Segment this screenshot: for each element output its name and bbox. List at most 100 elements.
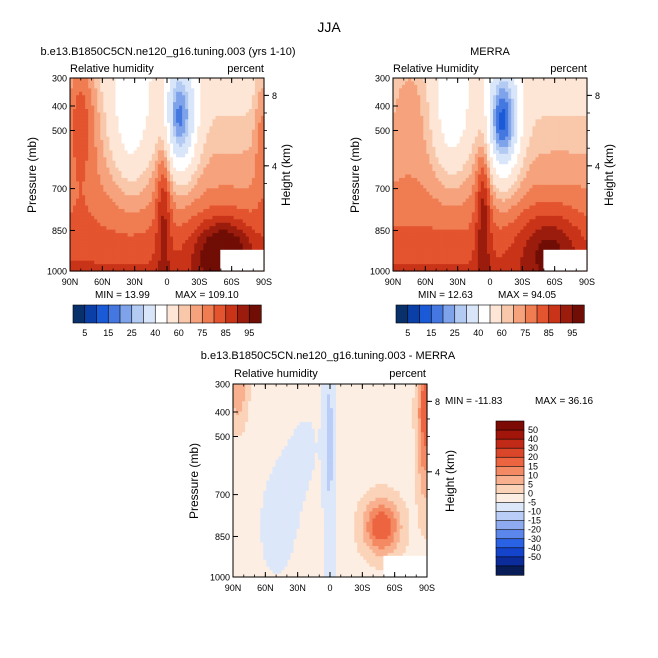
field-cell: [85, 260, 89, 265]
field-cell: [133, 226, 138, 231]
field-cell: [97, 150, 101, 155]
field-cell: [97, 109, 101, 114]
field-cell: [76, 212, 80, 217]
field-cell: [88, 257, 92, 262]
colorbar-box: [107, 304, 121, 324]
field-cell: [106, 105, 111, 110]
field-cell: [115, 267, 120, 272]
field-cell: [76, 243, 80, 248]
field-cell: [136, 222, 141, 227]
field-cell: [145, 174, 150, 179]
field-cell: [115, 195, 120, 200]
field-cell: [109, 253, 114, 258]
field-cell: [82, 98, 86, 103]
field-cell: [130, 222, 135, 227]
field-cell: [127, 250, 132, 255]
field-cell: [112, 122, 117, 127]
field-cell: [79, 105, 83, 110]
field-cell: [106, 177, 111, 182]
field-cell: [91, 102, 95, 107]
field-cell: [142, 219, 147, 224]
field-cell: [127, 84, 132, 89]
field-cell: [103, 243, 107, 248]
field-cell: [118, 84, 123, 89]
field-cell: [88, 146, 92, 151]
field-cell: [85, 160, 89, 165]
field-cell: [94, 105, 98, 110]
field-cell: [100, 184, 104, 189]
field-cell: [91, 157, 95, 162]
field-cell: [124, 243, 129, 248]
field-cell: [91, 246, 95, 251]
field-cell: [73, 126, 77, 131]
field-cell: [139, 109, 144, 114]
field-cell: [70, 267, 74, 272]
field-cell: [112, 236, 117, 241]
field-cell: [91, 133, 95, 138]
field-cell: [76, 88, 80, 93]
field-cell: [82, 191, 86, 196]
field-cell: [82, 260, 86, 265]
field-cell: [100, 246, 104, 251]
field-cell: [130, 226, 135, 231]
field-cell: [136, 78, 141, 83]
field-cell: [139, 222, 144, 227]
field-cell: [103, 81, 107, 86]
field-cell: [118, 174, 123, 179]
field-cell: [97, 246, 101, 251]
field-cell: [100, 81, 104, 86]
field-cell: [94, 264, 98, 269]
field-cell: [70, 136, 74, 141]
field-cell: [94, 184, 98, 189]
field-cell: [145, 239, 150, 245]
field-cell: [133, 84, 138, 89]
field-cell: [118, 195, 123, 200]
field-cell: [121, 253, 126, 258]
field-cell: [76, 215, 80, 220]
field-cell: [136, 136, 141, 141]
field-cell: [82, 181, 86, 186]
field-cell: [76, 167, 80, 172]
field-cell: [70, 205, 74, 210]
field-cell: [91, 181, 95, 186]
field-cell: [103, 115, 107, 120]
field-cell: [103, 167, 107, 172]
field-cell: [112, 239, 117, 245]
field-cell: [94, 208, 98, 214]
field-cell: [100, 84, 104, 89]
field-cell: [139, 140, 144, 145]
field-cell: [91, 198, 95, 203]
field-cell: [73, 88, 77, 93]
field-cell: [85, 239, 89, 245]
field-cell: [124, 181, 129, 186]
field-cell: [94, 198, 98, 203]
field-cell: [70, 133, 74, 138]
field-cell: [73, 219, 77, 224]
field-cell: [88, 129, 92, 134]
field-cell: [109, 81, 114, 86]
field-cell: [124, 109, 129, 114]
field-cell: [145, 198, 150, 203]
field-cell: [94, 126, 98, 131]
field-cell: [97, 153, 101, 158]
field-cell: [136, 205, 141, 210]
field-cell: [124, 157, 129, 162]
field-cell: [88, 105, 92, 110]
field-cell: [115, 119, 120, 124]
field-cell: [85, 122, 89, 127]
field-cell: [106, 129, 111, 134]
field-cell: [133, 81, 138, 86]
field-cell: [103, 146, 107, 151]
field-cell: [145, 222, 150, 227]
field-cell: [106, 222, 111, 227]
field-cell: [145, 78, 150, 83]
field-cell: [73, 91, 77, 96]
field-cell: [142, 105, 147, 110]
field-cell: [91, 219, 95, 224]
field-cell: [94, 136, 98, 141]
field-cell: [103, 102, 107, 107]
field-cell: [85, 243, 89, 248]
field-cell: [136, 81, 141, 86]
field-cell: [109, 91, 114, 96]
field-cell: [73, 112, 77, 117]
